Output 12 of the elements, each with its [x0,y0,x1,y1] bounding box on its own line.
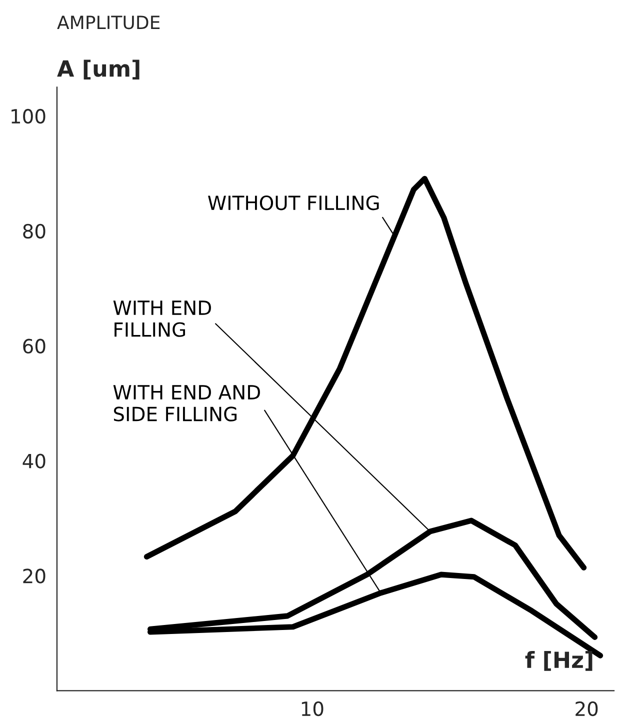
y-tick-label: 60 [23,338,46,354]
x-tick-label: 10 [302,701,324,716]
x-axis-title: f [Hz] [525,651,592,671]
text: WITH END AND SIDE FILLING [113,385,260,422]
y-tick-label: 40 [22,454,46,468]
y-tick-label: 20 [23,568,46,584]
y-tick-label: 100 [12,108,46,124]
chart-title: AMPLITUDE [57,16,160,30]
y-tick-label: 80 [23,224,46,239]
text: WITH END FILLING [113,300,211,337]
series-label: WITHOUT FILLING [208,195,379,210]
y-axis-title: A [um] [57,60,140,80]
